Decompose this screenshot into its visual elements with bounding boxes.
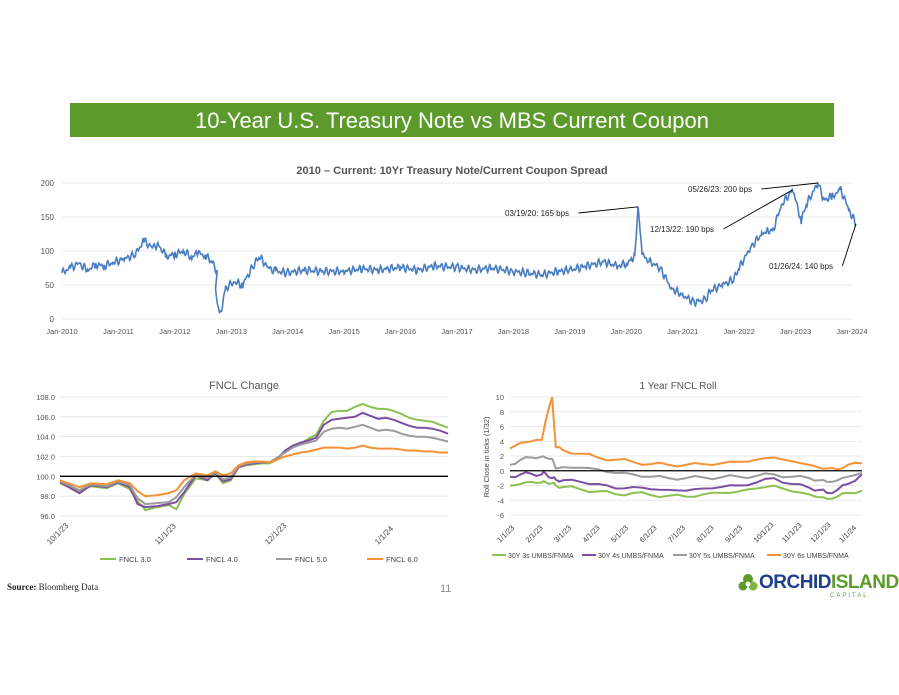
x-tick-label: 3/1/23 bbox=[552, 523, 573, 544]
logo-word-orchid: ORCHID bbox=[759, 572, 831, 593]
series-line-6s-umbs bbox=[509, 396, 863, 471]
x-tick-label: 9/1/23 bbox=[723, 523, 744, 544]
annotation-label: 12/13/22: 190 bps bbox=[650, 225, 714, 234]
y-tick-label: 50 bbox=[45, 281, 54, 290]
spread-series-line bbox=[61, 181, 857, 315]
logo-wordmark: ORCHIDISLAND bbox=[759, 572, 899, 594]
y-tick-label: 102.0 bbox=[36, 453, 55, 462]
x-tick-label: Jan-2022 bbox=[724, 327, 755, 336]
fncl-roll-chart: 1 Year FNCL Roll -6 -4 -2 0 2 4 6 8 10 Roll Close … bbox=[482, 381, 863, 560]
series-line-fncl-5-0 bbox=[59, 423, 449, 506]
x-tick-label: Jan-2012 bbox=[159, 327, 190, 336]
legend-label: FNCL 5.0 bbox=[295, 555, 327, 564]
x-tick-label: Jan-2019 bbox=[554, 327, 585, 336]
x-tick-label: Jan-2013 bbox=[216, 327, 247, 336]
y-tick-label: 100.0 bbox=[36, 472, 55, 481]
annotation-leader-line bbox=[841, 223, 857, 267]
spread-chart: 2010 – Current: 10Yr Treasury Note/Curre… bbox=[41, 165, 868, 336]
x-tick-label: 1/1/24 bbox=[837, 523, 858, 544]
x-tick-label: Jan-2024 bbox=[836, 327, 867, 336]
series-line-4s-umbs bbox=[509, 470, 863, 495]
x-tick-label: Jan-2023 bbox=[780, 327, 811, 336]
series-line-fncl-6-0 bbox=[59, 444, 448, 498]
fncl-change-chart: FNCL Change 96.0 98.0 100.0 102.0 104.0 106.0 1… bbox=[36, 380, 449, 564]
x-tick-label: 6/1/23 bbox=[638, 523, 659, 544]
x-tick-label: 1/1/24 bbox=[373, 524, 395, 546]
x-tick-label: Jan-2016 bbox=[385, 327, 416, 336]
annotation-leader-line bbox=[761, 182, 819, 190]
chart-title: 2010 – Current: 10Yr Treasury Note/Curre… bbox=[296, 165, 607, 177]
y-tick-label: 6 bbox=[500, 423, 504, 432]
x-tick-label: 7/1/23 bbox=[666, 523, 687, 544]
x-tick-label: 5/1/23 bbox=[609, 523, 630, 544]
chart-title: 1 Year FNCL Roll bbox=[640, 381, 717, 392]
x-tick-label: 11/1/23 bbox=[780, 521, 804, 545]
legend-label: 30Y 6s UMBS/FNMA bbox=[783, 553, 849, 560]
y-tick-label: 100 bbox=[41, 247, 55, 256]
y-tick-label: 10 bbox=[496, 393, 504, 402]
x-tick-label: Jan-2011 bbox=[103, 327, 134, 336]
legend-label: FNCL 4.0 bbox=[206, 555, 238, 564]
y-tick-label: 4 bbox=[500, 437, 504, 446]
x-tick-label: Jan-2015 bbox=[329, 327, 360, 336]
legend-label: FNCL 3.0 bbox=[119, 555, 151, 564]
y-tick-label: 2 bbox=[500, 452, 504, 461]
y-tick-label: 200 bbox=[41, 179, 55, 188]
x-tick-label: 12/1/23 bbox=[263, 521, 289, 547]
y-tick-label: 98.0 bbox=[40, 492, 55, 501]
annotation-label: 03/19/20: 165 bps bbox=[505, 209, 569, 218]
legend-label: 30Y 4s UMBS/FNMA bbox=[598, 553, 664, 560]
page-number: 11 bbox=[440, 583, 452, 595]
y-tick-label: 108.0 bbox=[36, 393, 55, 402]
x-tick-label: Jan-2018 bbox=[498, 327, 529, 336]
x-tick-label: Jan-2017 bbox=[441, 327, 472, 336]
y-tick-label: -6 bbox=[497, 511, 504, 520]
logo-subtext: CAPITAL bbox=[830, 593, 869, 599]
annotation-label: 05/26/23: 200 bps bbox=[688, 185, 752, 194]
x-tick-label: 11/1/23 bbox=[153, 521, 178, 546]
x-tick-label: Jan-2020 bbox=[611, 327, 642, 336]
annotation-leader-line bbox=[578, 206, 639, 214]
legend-label: 30Y 5s UMBS/FNMA bbox=[689, 553, 755, 560]
x-tick-label: 4/1/23 bbox=[581, 523, 602, 544]
y-axis-label: Roll Close in ticks (1/32) bbox=[482, 416, 491, 497]
x-tick-label: Jan-2014 bbox=[272, 327, 303, 336]
orchid-island-logo: ORCHIDISLAND CAPITAL bbox=[735, 570, 899, 606]
y-tick-label: 96.0 bbox=[40, 512, 55, 521]
y-tick-label: 8 bbox=[500, 408, 504, 417]
logo-word-island: ISLAND bbox=[830, 572, 899, 593]
x-tick-label: 10/1/23 bbox=[752, 520, 776, 544]
y-tick-label: 106.0 bbox=[36, 413, 55, 422]
orchid-flower-icon bbox=[738, 574, 758, 591]
y-tick-label: 0 bbox=[50, 315, 55, 324]
x-tick-label: 2/1/23 bbox=[524, 523, 545, 544]
series-line-3s-umbs bbox=[509, 479, 863, 500]
x-tick-label: 1/1/23 bbox=[495, 523, 516, 544]
y-tick-label: -4 bbox=[497, 496, 504, 505]
x-tick-label: Jan-2010 bbox=[46, 327, 77, 336]
x-tick-label: 12/1/23 bbox=[809, 520, 833, 544]
x-tick-label: Jan-2021 bbox=[667, 327, 698, 336]
source-note: Source: Bloomberg Data bbox=[7, 582, 98, 592]
annotation-label: 01/26/24: 140 bps bbox=[769, 262, 833, 271]
x-tick-label: 8/1/23 bbox=[695, 523, 716, 544]
chart-title: FNCL Change bbox=[209, 380, 279, 392]
source-text: Bloomberg Data bbox=[38, 582, 99, 592]
y-tick-label: 104.0 bbox=[36, 433, 55, 442]
series-line-5s-umbs bbox=[509, 455, 863, 483]
y-tick-label: -2 bbox=[497, 482, 504, 491]
legend-label: 30Y 3s UMBS/FNMA bbox=[508, 553, 574, 560]
source-label: Source: bbox=[7, 582, 37, 592]
annotation-leader-line bbox=[723, 189, 793, 230]
x-tick-label: 10/1/23 bbox=[45, 521, 71, 547]
y-tick-label: 150 bbox=[41, 213, 55, 222]
legend-label: FNCL 6.0 bbox=[386, 555, 418, 564]
series-line-fncl-4-0 bbox=[59, 411, 449, 509]
page-banner-title: 10-Year U.S. Treasury Note vs MBS Curren… bbox=[70, 103, 834, 137]
y-tick-label: 0 bbox=[500, 467, 504, 476]
